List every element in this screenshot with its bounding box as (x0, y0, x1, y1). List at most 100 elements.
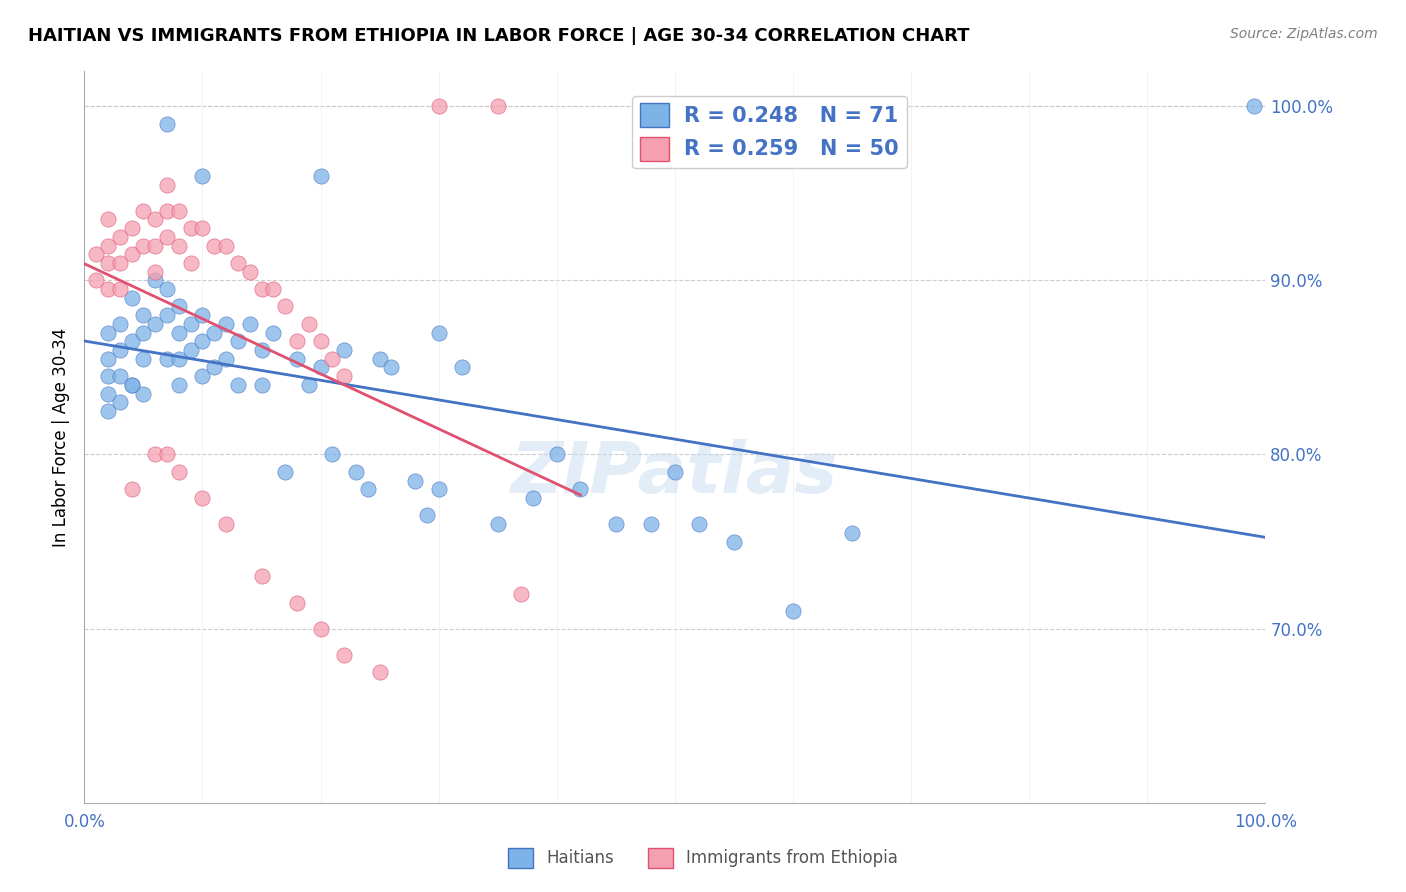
Y-axis label: In Labor Force | Age 30-34: In Labor Force | Age 30-34 (52, 327, 70, 547)
Point (344, 465, 367, 479)
Point (167, 300, 190, 314)
Point (546, 448, 568, 462)
Point (108, 256, 131, 270)
Point (180, 317, 202, 331)
Text: ZIPatlas: ZIPatlas (512, 439, 838, 508)
Point (226, 334, 249, 349)
Point (1243, 99, 1265, 113)
Point (285, 351, 308, 366)
Point (121, 221, 143, 235)
Point (132, 386, 155, 401)
Point (121, 247, 143, 261)
Point (97, 212, 120, 227)
Point (191, 169, 214, 183)
Point (486, 99, 509, 113)
Point (132, 326, 155, 340)
Point (180, 343, 202, 357)
Point (298, 377, 321, 392)
Point (486, 517, 509, 532)
Point (191, 221, 214, 235)
Point (605, 517, 627, 532)
Point (368, 665, 391, 680)
Point (427, 326, 450, 340)
Legend: R = 0.248   N = 71, R = 0.259   N = 50: R = 0.248 N = 71, R = 0.259 N = 50 (631, 95, 907, 169)
Point (97, 351, 120, 366)
Point (640, 517, 662, 532)
Point (510, 587, 533, 601)
Point (723, 534, 745, 549)
Point (97, 369, 120, 384)
Point (522, 491, 544, 505)
Point (156, 351, 179, 366)
Point (262, 326, 284, 340)
Point (156, 282, 179, 296)
Point (156, 308, 179, 322)
Point (167, 326, 190, 340)
Point (427, 483, 450, 497)
Point (191, 491, 214, 505)
Point (262, 282, 284, 296)
Point (416, 508, 439, 523)
Point (121, 334, 143, 349)
Point (143, 317, 166, 331)
Point (84, 247, 107, 261)
Point (451, 360, 474, 375)
Point (309, 334, 332, 349)
Point (132, 308, 155, 322)
Point (250, 569, 273, 583)
Point (368, 351, 391, 366)
Point (215, 351, 238, 366)
Point (191, 369, 214, 384)
Point (132, 203, 155, 218)
Point (250, 343, 273, 357)
Point (357, 483, 380, 497)
Point (143, 212, 166, 227)
Point (782, 604, 804, 618)
Point (97, 256, 120, 270)
Point (156, 178, 179, 192)
Point (143, 238, 166, 252)
Point (84, 273, 107, 287)
Point (108, 369, 131, 384)
Text: HAITIAN VS IMMIGRANTS FROM ETHIOPIA IN LABOR FORCE | AGE 30-34 CORRELATION CHART: HAITIAN VS IMMIGRANTS FROM ETHIOPIA IN L… (28, 27, 970, 45)
Point (167, 465, 190, 479)
Point (274, 465, 297, 479)
Point (202, 326, 225, 340)
Point (569, 483, 592, 497)
Point (215, 238, 238, 252)
Point (156, 117, 179, 131)
Point (404, 474, 426, 488)
Point (97, 282, 120, 296)
Point (156, 203, 179, 218)
Point (427, 99, 450, 113)
Point (167, 351, 190, 366)
Point (664, 465, 686, 479)
Point (226, 256, 249, 270)
Point (108, 317, 131, 331)
Point (202, 360, 225, 375)
Point (215, 317, 238, 331)
Point (250, 377, 273, 392)
Point (285, 595, 308, 609)
Point (167, 203, 190, 218)
Point (132, 351, 155, 366)
Point (841, 525, 863, 540)
Legend: Haitians, Immigrants from Ethiopia: Haitians, Immigrants from Ethiopia (502, 841, 904, 875)
Point (298, 317, 321, 331)
Point (143, 265, 166, 279)
Point (321, 448, 343, 462)
Point (108, 395, 131, 409)
Point (226, 377, 249, 392)
Point (333, 648, 356, 662)
Point (202, 238, 225, 252)
Point (121, 377, 143, 392)
Point (309, 622, 332, 636)
Point (156, 448, 179, 462)
Point (285, 334, 308, 349)
Point (333, 343, 356, 357)
Point (215, 517, 238, 532)
Point (108, 282, 131, 296)
Point (143, 448, 166, 462)
Point (239, 317, 262, 331)
Point (333, 369, 356, 384)
